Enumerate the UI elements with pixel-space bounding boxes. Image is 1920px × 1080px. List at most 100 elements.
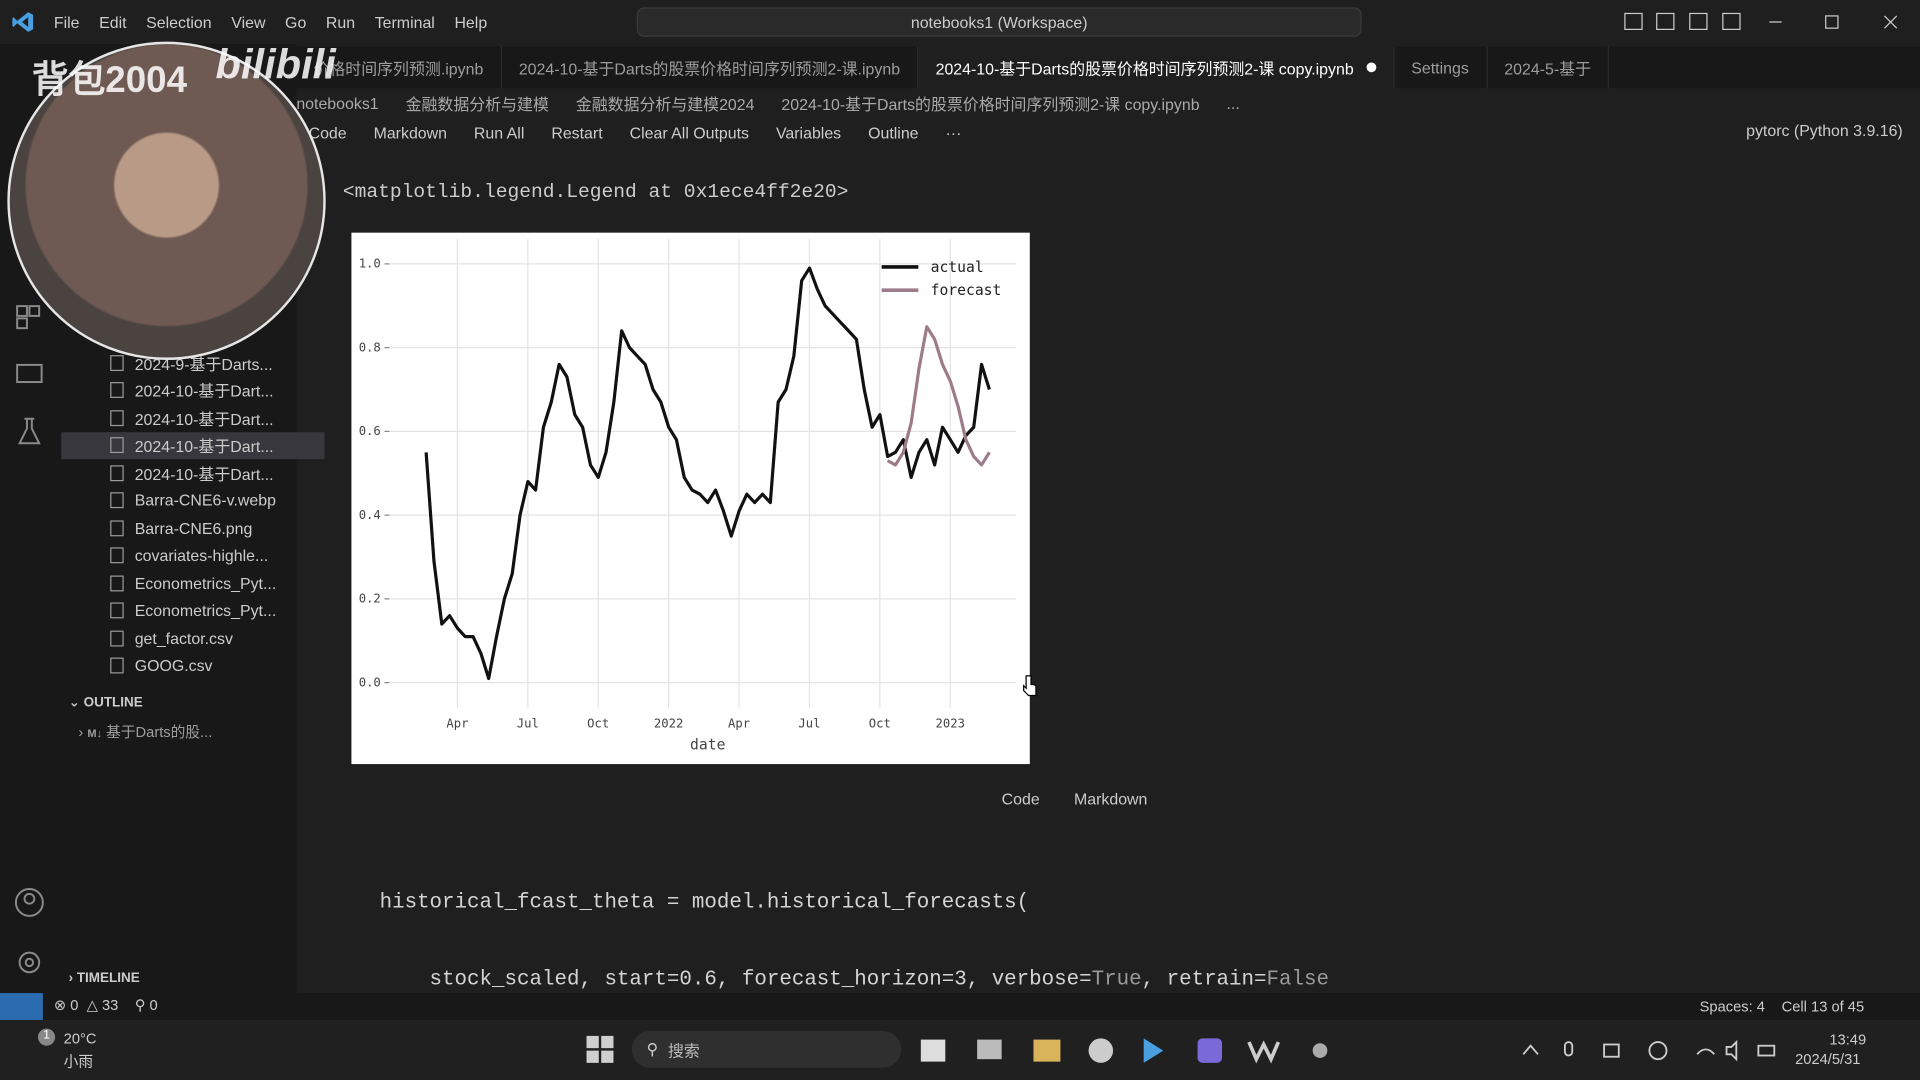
toolbar-button[interactable]: Code — [308, 123, 347, 142]
breadcrumb[interactable]: 金融数据分析与建模2024 — [575, 94, 755, 114]
search-box[interactable]: ⚲ 搜索 — [631, 1031, 902, 1068]
start-button[interactable] — [585, 1035, 614, 1064]
indentation[interactable]: Spaces: 4 — [1699, 997, 1765, 1016]
chart: date 0.0 0.2 0.4 0.6 0.8 1.0 Apr Jul Oct 2022 Apr J… — [359, 238, 1017, 753]
chevron: ⌄ — [68, 695, 84, 711]
data-line — [424, 266, 991, 681]
toolbar-button[interactable]: Run All — [473, 123, 525, 142]
file-icon — [110, 520, 124, 537]
toolbar-button[interactable]: Clear All Outputs — [629, 123, 750, 142]
editor-tab[interactable]: 2024-5-基于 — [1487, 46, 1610, 89]
file-item[interactable]: Barra-CNE6.png — [110, 514, 324, 542]
file-item[interactable]: Econometrics_Pyt... — [110, 597, 324, 625]
file-item[interactable]: get_factor.csv — [110, 624, 324, 652]
file-item[interactable]: Econometrics_Pyt... — [110, 569, 324, 597]
y-tick-label: 0.0 — [359, 675, 381, 689]
toolbar-button[interactable]: ··· — [945, 123, 962, 142]
add-cell-button[interactable]: Markdown — [1073, 789, 1148, 809]
menu-item[interactable]: Selection — [146, 12, 212, 32]
cell-position[interactable]: Cell 13 of 45 — [1781, 997, 1865, 1016]
x-tick-label: Oct — [587, 716, 609, 730]
file-name: Econometrics_Pyt... — [134, 601, 277, 620]
menu-item[interactable]: Edit — [99, 12, 127, 32]
clock-date[interactable]: 2024/5/31 — [1795, 1050, 1861, 1068]
problems[interactable]: ⊗ 0 △ 33 ⚲ 0 — [53, 996, 158, 1014]
code-line: stock_scaled, start=0.6, forecast_horizo… — [380, 968, 1329, 998]
add-cell-buttons: Code Markdown — [1002, 790, 1182, 808]
timeline-header[interactable]: › TIMELINE — [69, 971, 140, 986]
x-tick-label: Apr — [446, 716, 468, 730]
code-token: False — [1266, 967, 1330, 992]
kernel-picker[interactable]: pytorc (Python 3.9.16) — [1746, 121, 1903, 140]
remote-indicator[interactable] — [0, 993, 43, 1020]
file-item[interactable]: 2024-10-基于Dart... — [110, 459, 324, 487]
unsaved-dot — [1365, 62, 1376, 73]
watermark: 背包2004 — [31, 60, 188, 101]
title-bar: File Edit Selection View Go Run Terminal Help n… — [0, 0, 1920, 45]
x-tick-label: Jul — [517, 716, 539, 730]
activity-icons — [14, 305, 44, 974]
file-icon — [110, 437, 124, 454]
cell-output-text: <matplotlib.legend.Legend at 0x1ece4ff2e… — [342, 181, 849, 204]
file-icon — [110, 465, 124, 481]
file-item[interactable]: GOOG.csv — [110, 652, 324, 680]
add-cell-button[interactable]: Code — [1001, 789, 1040, 809]
breadcrumb[interactable]: 金融数据分析与建模 — [405, 94, 549, 114]
file-icon — [110, 657, 124, 674]
toolbar-button[interactable]: Outline — [868, 123, 919, 142]
breadcrumb[interactable]: ... — [1226, 93, 1240, 113]
editor-tab[interactable]: Settings — [1394, 46, 1488, 89]
menu-bar: File Edit Selection View Go Run Terminal Help — [44, 10, 497, 34]
file-icon — [110, 602, 124, 619]
menu-item[interactable]: Go — [285, 12, 307, 32]
editor-tab[interactable]: 价格时间序列预测.ipynb — [296, 46, 502, 89]
file-item[interactable]: 2024-10-基于Dart... — [110, 377, 324, 405]
file-name: 2024-10-基于Dart... — [134, 465, 274, 484]
editor-tab[interactable]: 2024-10-基于Darts的股票价格时间序列预测2-课 copy.ipynb — [918, 46, 1395, 89]
menu-item[interactable]: Terminal — [374, 12, 435, 32]
breadcrumbs: notebooks1 金融数据分析与建模 金融数据分析与建模2024 2024-10-… — [296, 91, 1266, 115]
menu-item[interactable]: File — [53, 12, 80, 32]
toolbar-button[interactable]: Restart — [551, 123, 603, 142]
command-center[interactable]: notebooks1 (Workspace) — [636, 7, 1362, 37]
taskbar: 1 20°C 小雨 ⚲ 搜索 13:49 2024/5/31 — [0, 1020, 1920, 1080]
file-name: covariates-highle... — [134, 546, 269, 565]
breadcrumb[interactable]: notebooks1 — [296, 93, 379, 113]
outline-header[interactable]: ⌄ OUTLINE — [68, 694, 143, 711]
file-item[interactable]: 2024-10-基于Dart... — [110, 404, 324, 432]
webcam-overlay — [7, 41, 326, 360]
clock-time[interactable]: 13:49 — [1829, 1031, 1867, 1049]
data-line — [886, 325, 991, 467]
toolbar-button[interactable]: Variables — [775, 123, 842, 142]
outline-item[interactable]: › M↓ 基于Darts的股... — [78, 723, 213, 741]
file-item[interactable]: covariates-highle... — [110, 542, 324, 570]
file-name: get_factor.csv — [134, 629, 233, 648]
code-token: , retrain= — [1141, 967, 1267, 992]
menu-item[interactable]: Help — [454, 12, 488, 32]
menu-item[interactable]: Run — [325, 12, 356, 32]
menu-item[interactable]: View — [231, 12, 266, 32]
code-cell[interactable]: historical_fcast_theta = model.historica… — [380, 845, 1329, 1080]
file-name: Barra-CNE6.png — [134, 518, 253, 538]
file-name: GOOG.csv — [134, 656, 213, 675]
tab-label: 2024-10-基于Darts的股票价格时间序列预测2-课 copy.ipynb — [935, 59, 1354, 78]
search-icon: ⚲ — [646, 1039, 659, 1058]
breadcrumb[interactable]: 2024-10-基于Darts的股票价格时间序列预测2-课 copy.ipynb — [781, 94, 1200, 114]
temperature[interactable]: 20°C — [63, 1029, 97, 1047]
toolbar-button[interactable]: Markdown — [373, 123, 447, 142]
mouse-cursor — [1023, 675, 1037, 697]
file-item[interactable]: Barra-CNE6-v.webp — [110, 487, 324, 515]
weather: 小雨 — [63, 1053, 94, 1071]
code-line: historical_fcast_theta = model.historica… — [380, 891, 1329, 921]
y-tick-label: 0.2 — [359, 592, 381, 606]
warning-count: 33 — [102, 996, 119, 1014]
bilibili-logo: bilibili — [215, 41, 336, 89]
file-item[interactable]: 2024-10-基于Dart... — [61, 431, 325, 460]
tab-label: 价格时间序列预测.ipynb — [313, 59, 484, 78]
file-name: 2024-10-基于Dart... — [134, 437, 274, 456]
markdown-badge: M↓ — [87, 727, 103, 740]
editor-tab[interactable]: 2024-10-基于Darts的股票价格时间序列预测2-课.ipynb — [502, 46, 919, 89]
